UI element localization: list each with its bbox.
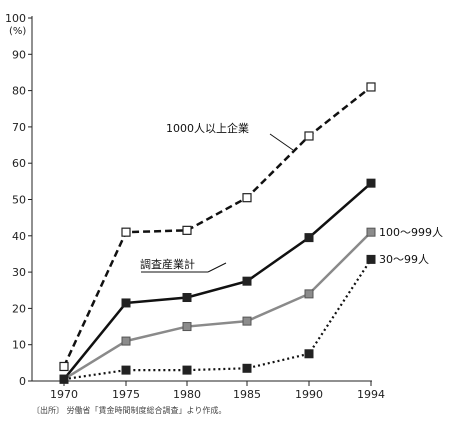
series-label-industry-total: 調査産業計 — [140, 257, 195, 271]
data-point-marker — [182, 293, 192, 303]
series-label-30-99: 30〜99人 — [379, 253, 429, 266]
data-point-marker — [366, 82, 376, 92]
y-tick-label: 0 — [19, 375, 26, 388]
y-tick-label: 100 — [5, 12, 26, 25]
data-point-marker — [59, 361, 69, 372]
y-tick-label: 50 — [12, 194, 26, 207]
x-tick-label: 1994 — [357, 388, 385, 401]
data-point-marker — [366, 254, 376, 264]
data-point-marker — [182, 365, 192, 375]
series-line-2 — [63, 182, 372, 380]
data-point-marker — [59, 374, 69, 384]
data-point-marker — [121, 336, 131, 346]
data-point-marker — [304, 233, 314, 243]
series-label-100-999: 100〜999人 — [379, 226, 443, 239]
data-point-marker — [182, 225, 192, 235]
y-tick-label: 10 — [12, 339, 26, 352]
callout-line-1 — [269, 133, 294, 151]
data-point-marker — [304, 289, 314, 299]
data-point-marker — [121, 365, 131, 375]
y-tick-label: 90 — [12, 48, 26, 61]
series-layer — [59, 82, 376, 384]
y-tick-label: 60 — [12, 157, 26, 170]
data-point-marker — [121, 298, 131, 308]
axes: 0 10 20 30 40 50 60 70 80 90 100 1970 1975 1980 1985 19… — [5, 12, 385, 401]
callout-line-2 — [207, 262, 227, 273]
source-note: 〔出所〕 労働省「賃金時間制度総合調査」より作成。 — [32, 405, 226, 415]
data-point-marker — [121, 227, 131, 237]
x-tick-label: 1980 — [173, 388, 201, 401]
data-point-marker — [304, 349, 314, 359]
data-point-marker — [366, 178, 376, 188]
series-line-1 — [62, 85, 372, 368]
data-point-marker — [242, 316, 252, 326]
y-tick-label: 20 — [12, 302, 26, 315]
x-tick-label: 1975 — [112, 388, 140, 401]
series-line-4 — [63, 258, 372, 381]
series-label-1000-plus: 1000人以上企業 — [166, 121, 249, 135]
x-tick-label: 1985 — [233, 388, 261, 401]
data-point-marker — [242, 276, 252, 286]
data-point-marker — [242, 193, 252, 203]
y-axis-unit: (%) — [9, 26, 26, 37]
data-point-marker — [366, 227, 376, 237]
y-tick-label: 80 — [12, 85, 26, 98]
series-label-bg — [137, 254, 209, 272]
x-tick-label: 1970 — [50, 388, 78, 401]
data-point-marker — [242, 363, 252, 373]
y-tick-label: 30 — [12, 266, 26, 279]
x-tick-label: 1990 — [295, 388, 323, 401]
y-tick-label: 70 — [12, 121, 26, 134]
data-point-marker — [182, 322, 192, 332]
series-line-3 — [63, 231, 372, 381]
y-tick-label: 40 — [12, 230, 26, 243]
data-point-marker — [304, 131, 314, 141]
